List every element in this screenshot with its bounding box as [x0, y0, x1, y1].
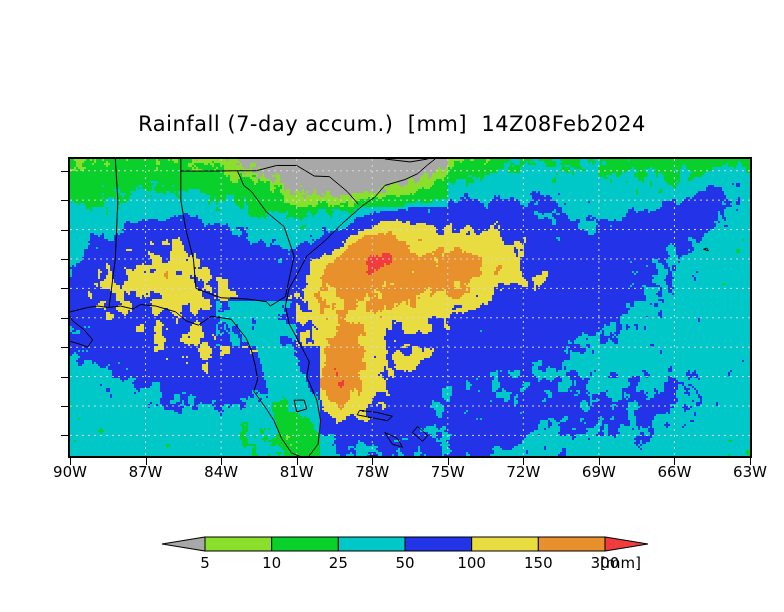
colorbar-band — [337, 536, 406, 552]
colorbar-tick-label: 150 — [524, 554, 553, 572]
colorbar-band — [537, 536, 606, 552]
colorbar-tick-label: 5 — [200, 554, 210, 572]
x-axis-tick — [447, 458, 449, 465]
y-axis-tick — [61, 347, 68, 349]
x-axis-tick — [523, 458, 525, 465]
x-axis-label: 90W — [53, 463, 87, 481]
y-axis-tick — [61, 258, 68, 260]
x-axis-label: 66W — [657, 463, 692, 481]
colorbar-band — [404, 536, 473, 552]
x-axis-label: 63W — [733, 463, 767, 481]
map-frame — [68, 157, 752, 458]
colorbar-band-above — [604, 536, 649, 552]
y-axis-tick — [61, 288, 68, 290]
x-axis-label: 72W — [506, 463, 541, 481]
colorbar-band — [271, 536, 339, 552]
colorbar-band — [471, 536, 539, 552]
colorbar-band-below — [161, 536, 206, 552]
x-axis-label: 84W — [204, 463, 239, 481]
x-axis-tick — [296, 458, 298, 465]
x-axis-tick — [145, 458, 147, 465]
colorbar-tick-label: 50 — [395, 554, 415, 572]
y-axis-tick — [61, 170, 68, 172]
x-axis-tick — [598, 458, 600, 465]
page-title: Rainfall (7-day accum.) [mm] 14Z08Feb202… — [138, 112, 646, 136]
colorbar-unit-label: [mm] — [600, 554, 641, 572]
y-axis-tick — [61, 317, 68, 319]
colorbar: 5 10 25 50 100 150 300 [mm] — [160, 533, 650, 579]
y-axis-tick — [61, 200, 68, 202]
y-axis-tick — [61, 406, 68, 407]
colorbar-swatches — [161, 536, 649, 552]
x-axis-label: 87W — [128, 463, 163, 481]
x-axis-tick — [372, 458, 374, 465]
x-axis-tick — [221, 458, 223, 465]
x-axis-tick — [750, 458, 751, 465]
colorbar-tick-label: 25 — [328, 554, 348, 572]
x-axis-tick — [70, 458, 71, 465]
colorbar-tick-label: 100 — [457, 554, 486, 572]
x-axis-label: 69W — [581, 463, 616, 481]
colorbar-tick-label: 10 — [262, 554, 282, 572]
y-axis-tick — [61, 229, 68, 231]
x-axis-label: 75W — [430, 463, 465, 481]
colorbar-tick-label: 300 — [590, 554, 620, 572]
rainfall-map: 35N34N33N32N31N30N29N28N27N26N 90W87W84W… — [53, 157, 767, 481]
y-axis-tick — [61, 435, 68, 437]
rainfall-raster — [70, 159, 750, 456]
colorbar-band — [204, 536, 273, 552]
x-axis-tick — [674, 458, 676, 465]
x-axis-label: 78W — [355, 463, 390, 481]
x-axis-label: 81W — [279, 463, 314, 481]
y-axis-tick — [61, 376, 68, 378]
